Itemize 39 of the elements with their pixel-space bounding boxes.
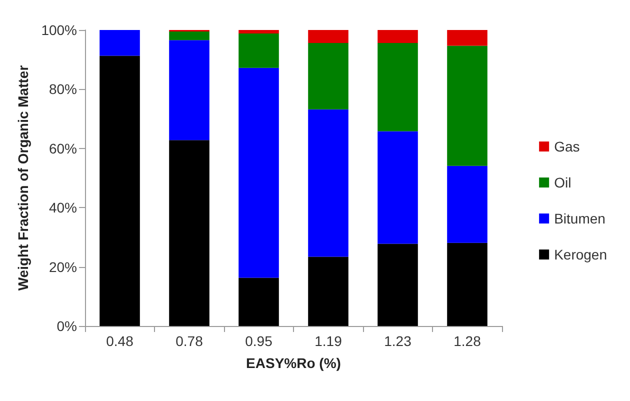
bar <box>169 40 210 140</box>
y-tick-label: 40% <box>48 200 77 216</box>
x-tick-label: 1.23 <box>384 333 412 349</box>
bar <box>378 131 418 244</box>
bar <box>238 30 279 34</box>
bar <box>238 68 279 278</box>
bar <box>238 278 279 326</box>
bar <box>308 109 348 257</box>
y-tick-label: 0% <box>56 318 77 334</box>
bar <box>308 30 348 44</box>
y-tick-label: 80% <box>48 81 77 98</box>
x-tick-label: 1.19 <box>314 333 342 349</box>
bar <box>308 43 348 110</box>
bar <box>169 140 210 326</box>
y-tick-label: 100% <box>41 22 77 38</box>
x-tick-label: 0.48 <box>106 333 134 349</box>
bar <box>378 244 418 326</box>
x-tick-label: 0.95 <box>245 333 273 349</box>
bar <box>447 242 488 326</box>
legend-label: Gas <box>554 138 580 154</box>
legend-label: Oil <box>554 174 572 190</box>
legend-label: Bitumen <box>554 210 606 226</box>
y-tick-label: 20% <box>48 258 77 275</box>
bar <box>169 31 210 40</box>
bar <box>447 46 488 166</box>
bar <box>378 43 418 132</box>
x-tick-label: 0.78 <box>176 333 204 349</box>
x-axis-title: EASY%Ro (%) <box>246 355 341 371</box>
y-axis-title: Weight Fraction of Organic Matter <box>15 64 31 291</box>
legend-label: Kerogen <box>554 246 608 262</box>
bar <box>100 30 140 56</box>
y-tick-label: 60% <box>48 140 77 156</box>
bar <box>378 30 418 44</box>
bar <box>447 166 488 243</box>
bar <box>238 34 279 68</box>
bar <box>308 256 348 326</box>
x-tick-label: 1.28 <box>454 333 482 349</box>
bar <box>100 56 140 326</box>
bar <box>447 30 488 46</box>
